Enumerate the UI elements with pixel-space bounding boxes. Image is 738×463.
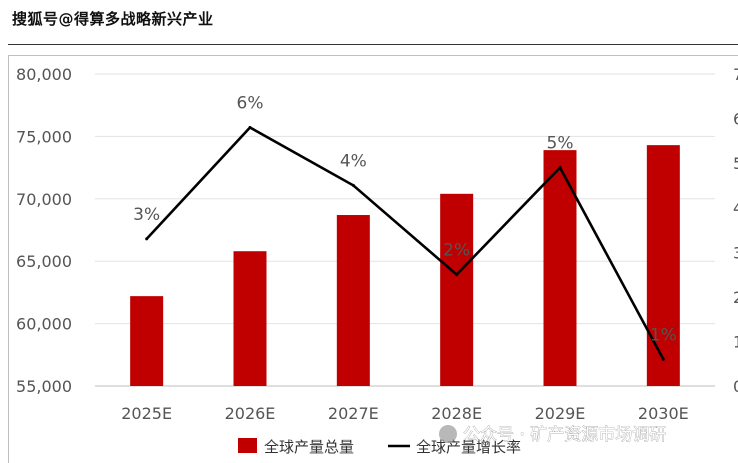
y-left-tick-label: 60,000 <box>16 315 72 334</box>
line-data-label: 3% <box>133 205 160 225</box>
divider <box>8 44 738 45</box>
line-point <box>455 273 459 277</box>
y-axis-left: 55,000 60,000 65,000 70,000 75,000 80,000 <box>16 65 72 396</box>
line-point <box>351 183 355 187</box>
line-series <box>145 125 665 361</box>
bar <box>440 193 474 386</box>
y-left-tick-label: 80,000 <box>16 65 72 84</box>
bar <box>336 215 370 386</box>
x-tick-label: 2025E <box>121 404 172 423</box>
bar <box>130 296 164 386</box>
x-tick-label: 2029E <box>535 404 586 423</box>
line-data-label: 1% <box>650 325 677 345</box>
bar <box>543 150 577 386</box>
x-tick-label: 2030E <box>638 404 689 423</box>
y-left-tick-label: 65,000 <box>16 252 72 271</box>
legend-label-bar: 全球产量总量 <box>264 438 354 456</box>
line-point <box>145 237 149 241</box>
watermark-bar: 搜狐号@得算多战略新兴产业 <box>0 0 738 45</box>
source-watermark: 搜狐号@得算多战略新兴产业 <box>12 10 214 28</box>
y-right-tick-label: 3 <box>733 243 738 262</box>
y-right-tick-label: 5 <box>733 154 738 173</box>
y-left-tick-label: 75,000 <box>16 127 72 146</box>
legend-swatch-bar <box>238 438 257 453</box>
y-left-tick-label: 55,000 <box>16 377 72 396</box>
line-point <box>248 125 252 129</box>
y-right-tick-label: 2 <box>733 288 738 307</box>
line-data-label: 5% <box>547 134 574 154</box>
y-axis-right: 0 1 2 3 4 5 6 7 <box>733 65 738 396</box>
x-axis: 2025E 2026E 2027E 2028E 2029E 2030E <box>121 404 688 423</box>
y-right-tick-label: 6 <box>733 110 738 129</box>
y-right-tick-label: 4 <box>733 199 738 218</box>
line-data-label: 2% <box>443 241 470 261</box>
bar <box>646 145 680 386</box>
x-tick-label: 2028E <box>431 404 482 423</box>
growth-line <box>145 125 665 360</box>
data-labels: 3% 6% 4% 2% 5% 1% <box>133 93 677 345</box>
y-left-tick-label: 70,000 <box>16 190 72 209</box>
line-point <box>661 357 665 361</box>
x-tick-label: 2026E <box>225 404 276 423</box>
bar-series <box>130 145 680 386</box>
gridlines <box>95 73 715 387</box>
bar <box>233 251 267 386</box>
y-right-tick-label: 7 <box>733 65 738 84</box>
watermark-text: 公众号 · 矿产资源市场调研 <box>463 425 666 445</box>
bottom-watermark: 公众号 · 矿产资源市场调研 <box>439 425 667 445</box>
legend: 全球产量总量 全球产量增长率 <box>238 438 521 456</box>
line-data-label: 6% <box>237 93 264 113</box>
wechat-icon <box>439 425 457 443</box>
line-point <box>558 166 562 170</box>
y-right-tick-label: 1 <box>733 332 738 351</box>
legend-label-line: 全球产量增长率 <box>416 438 521 456</box>
y-right-tick-label: 0 <box>733 377 738 396</box>
x-tick-label: 2027E <box>328 404 379 423</box>
chart-frame <box>8 55 738 463</box>
line-data-label: 4% <box>340 151 367 171</box>
